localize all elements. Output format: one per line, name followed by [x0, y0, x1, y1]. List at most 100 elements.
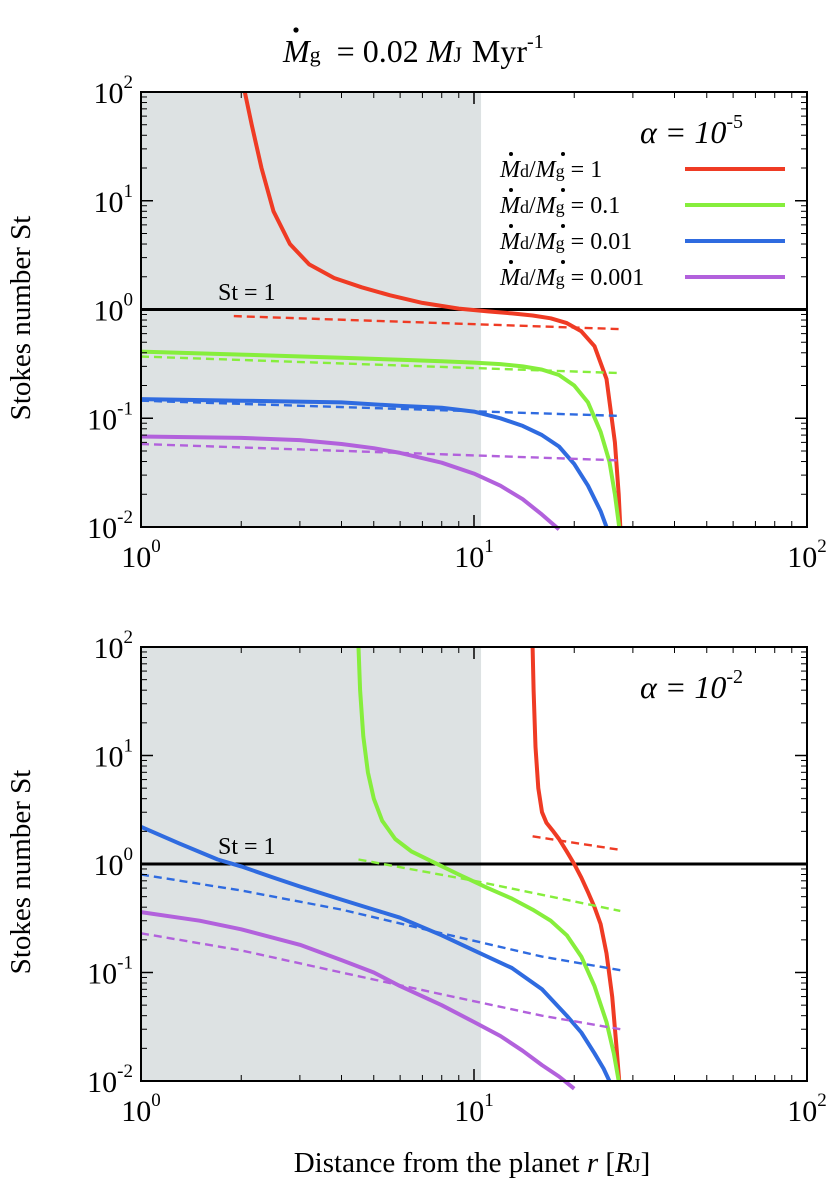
series-green-solid — [356, 646, 621, 1082]
y-tick-label: 102 — [94, 72, 134, 110]
series-layer-top — [140, 91, 623, 531]
legend-num-dot — [509, 260, 513, 264]
y-tick-label: 100 — [94, 844, 134, 882]
legend-den: M — [535, 229, 558, 255]
legend-den-dot — [561, 188, 565, 192]
x-tick-base: 10 — [787, 541, 817, 574]
title-mdot-dot — [293, 27, 299, 33]
alpha-label-top-exp: -5 — [726, 111, 743, 133]
series-blue-dashed — [140, 399, 621, 418]
x-tick-exp: 2 — [817, 536, 827, 557]
y-tick-base: 10 — [87, 512, 117, 545]
title-unit-exp: -1 — [527, 31, 544, 53]
title-equals-value: = 0.02 — [337, 33, 419, 69]
y-tick-label: 102 — [94, 627, 134, 665]
legend-value: = 1 — [571, 157, 603, 183]
x-tick-base: 10 — [121, 541, 151, 574]
legend-value: = 0.001 — [571, 265, 645, 291]
y-tick-base: 10 — [94, 295, 124, 328]
x-tick-label: 102 — [787, 536, 827, 574]
x-tick-label: 100 — [121, 536, 161, 574]
legend-value: = 0.01 — [571, 229, 633, 255]
legend-den-dot — [561, 152, 565, 156]
legend-den: M — [535, 157, 558, 183]
legend-label-green: Md/Mg = 0.1 — [499, 193, 620, 219]
legend-den: M — [535, 193, 558, 219]
y-tick-base: 10 — [87, 403, 117, 436]
y-tick-label: 10-2 — [87, 1061, 133, 1099]
y-tick-label: 10-1 — [87, 953, 133, 991]
alpha-label-top: α = 10-5 — [640, 111, 743, 150]
legend-value: = 0.1 — [571, 193, 621, 219]
y-tick-exp: 2 — [124, 627, 134, 648]
series-green-solid — [140, 349, 622, 528]
y-tick-exp: -2 — [117, 507, 133, 528]
series-green-dashed — [358, 858, 621, 913]
y-tick-base: 10 — [94, 77, 124, 110]
legend-num-dot — [509, 152, 513, 156]
legend-den-sub: g — [556, 233, 565, 253]
legend-den-sub: g — [556, 269, 565, 289]
y-tick-exp: -1 — [117, 953, 133, 974]
y-tick-exp: 1 — [124, 736, 134, 757]
y-tick-base: 10 — [87, 1066, 117, 1099]
alpha-label-bottom-text: α = 10 — [640, 669, 726, 705]
x-axis-label-open: [ — [598, 1147, 615, 1179]
x-tick-label: 101 — [454, 536, 494, 574]
legend-den-dot — [561, 224, 565, 228]
legend-num-dot — [509, 188, 513, 192]
legend-num-sub: d — [520, 197, 529, 217]
y-tick-exp: 1 — [124, 181, 134, 202]
y-tick-base: 10 — [94, 849, 124, 882]
x-axis-label-close: ] — [641, 1147, 651, 1179]
legend-den-dot — [561, 260, 565, 264]
y-tick-label: 101 — [94, 181, 134, 219]
series-purple-dashed — [140, 932, 621, 1031]
x-axis-label-var: r — [587, 1147, 599, 1179]
legend-slash: / — [529, 265, 536, 291]
legend-num: M — [499, 157, 522, 183]
x-axis-label: Distance from the planet r [RJ] — [294, 1147, 651, 1179]
title-unit-tail: Myr — [472, 33, 527, 69]
legend-slash: / — [529, 229, 536, 255]
x-tick-base: 10 — [454, 541, 484, 574]
x-axis-label-unit: R — [614, 1147, 633, 1179]
series-purple-dashed — [140, 442, 621, 462]
y-tick-label: 101 — [94, 736, 134, 774]
y-axis-label-top: Stokes number St — [5, 216, 37, 421]
series-purple-solid — [140, 910, 576, 1091]
x-tick-label: 101 — [454, 1090, 494, 1128]
alpha-label-bottom: α = 10-2 — [640, 666, 743, 705]
reference-line-label-top: St = 1 — [218, 280, 276, 306]
y-tick-base: 10 — [94, 741, 124, 774]
y-tick-exp: -1 — [117, 398, 133, 419]
figure-title: Mg = 0.02 MJ Myr-1 — [282, 31, 544, 69]
legend-label-red: Md/Mg = 1 — [499, 157, 602, 183]
alpha-label-bottom-exp: -2 — [726, 666, 743, 688]
title-unit-sub: J — [453, 42, 462, 67]
legend-num-sub: d — [520, 161, 529, 181]
title-mdot-sub: g — [310, 42, 321, 67]
legend-num: M — [499, 229, 522, 255]
legend-num: M — [499, 193, 522, 219]
y-tick-exp: -2 — [117, 1061, 133, 1082]
legend-num-sub: d — [520, 233, 529, 253]
y-tick-exp: 0 — [124, 844, 134, 865]
x-tick-base: 10 — [787, 1095, 817, 1128]
x-axis-label-unit-sub: J — [633, 1155, 641, 1177]
legend-num-sub: d — [520, 269, 529, 289]
legend-den-sub: g — [556, 161, 565, 181]
series-red-dashed — [532, 835, 621, 852]
x-tick-label: 102 — [787, 1090, 827, 1128]
series-layer-bottom — [140, 646, 622, 1091]
x-tick-exp: 2 — [817, 1090, 827, 1111]
title-mdot-symbol: M — [282, 33, 312, 69]
series-blue-solid — [140, 824, 612, 1082]
series-purple-solid — [140, 434, 561, 531]
x-tick-base: 10 — [454, 1095, 484, 1128]
